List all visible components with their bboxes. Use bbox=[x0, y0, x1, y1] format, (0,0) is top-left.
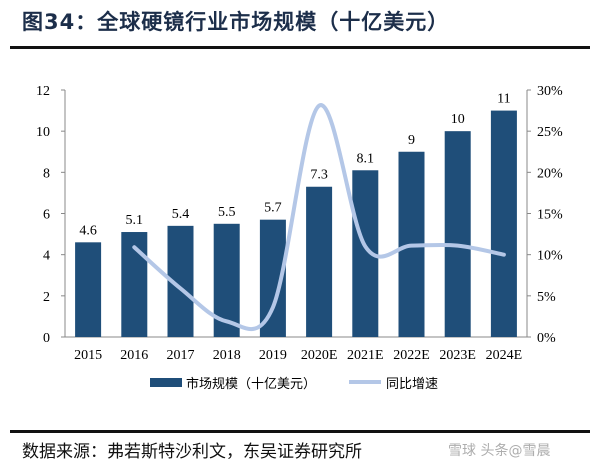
left-tick-label: 10 bbox=[36, 125, 50, 140]
bar-label: 7.3 bbox=[310, 168, 328, 183]
left-tick-label: 8 bbox=[43, 166, 50, 181]
growth-line bbox=[132, 103, 506, 332]
bar-label: 5.5 bbox=[218, 205, 236, 220]
x-tick-label: 2021E bbox=[347, 348, 384, 363]
bar-2023E bbox=[444, 131, 471, 337]
x-tick-label: 2015 bbox=[74, 348, 102, 363]
top-rule bbox=[10, 46, 590, 49]
right-tick-label: 10% bbox=[537, 249, 563, 264]
bar-2020E bbox=[306, 186, 333, 337]
source-note: 数据来源：弗若斯特沙利文，东吴证券研究所 bbox=[22, 442, 362, 462]
left-tick-label: 12 bbox=[36, 84, 50, 99]
bar-label: 11 bbox=[497, 92, 510, 107]
chart: 0 2 4 6 8 10 12 0% 5% 10% 15% 20% 25% 30% 4.6 2015 5.1 20… bbox=[36, 84, 563, 391]
bar-label: 10 bbox=[451, 112, 465, 127]
bar-label: 9 bbox=[408, 133, 415, 148]
legend-bar-swatch bbox=[150, 378, 182, 387]
right-tick-label: 30% bbox=[537, 84, 563, 99]
left-tick-label: 0 bbox=[43, 331, 50, 346]
bar-2015 bbox=[75, 242, 102, 337]
right-tick-label: 20% bbox=[537, 166, 563, 181]
right-tick-label: 5% bbox=[537, 290, 556, 305]
x-tick-label: 2024E bbox=[486, 348, 523, 363]
right-tick-label: 0% bbox=[537, 331, 556, 346]
bar-label: 5.7 bbox=[264, 201, 282, 216]
left-tick-label: 2 bbox=[43, 290, 50, 305]
left-tick-label: 4 bbox=[43, 249, 50, 264]
bottom-rule bbox=[10, 430, 590, 433]
right-tick-label: 15% bbox=[537, 208, 563, 223]
x-tick-label: 2019 bbox=[259, 348, 287, 363]
legend-line-label: 同比增速 bbox=[386, 376, 438, 391]
bar-2024E bbox=[490, 110, 517, 337]
x-tick-label: 2023E bbox=[439, 348, 476, 363]
watermark: 雪球 头条@雪晨 bbox=[448, 443, 551, 459]
bar-label: 5.1 bbox=[126, 213, 144, 228]
chart-title: 图34：全球硬镜行业市场规模（十亿美元） bbox=[22, 10, 450, 34]
right-tick-label: 25% bbox=[537, 125, 563, 140]
x-tick-label: 2020E bbox=[301, 348, 338, 363]
x-tick-label: 2022E bbox=[393, 348, 430, 363]
left-tick-label: 6 bbox=[43, 208, 50, 223]
bar-label: 4.6 bbox=[79, 223, 97, 238]
bar-label: 8.1 bbox=[357, 151, 375, 166]
x-tick-label: 2018 bbox=[213, 348, 241, 363]
x-tick-label: 2017 bbox=[167, 348, 195, 363]
x-tick-label: 2016 bbox=[120, 348, 148, 363]
bar-label: 5.4 bbox=[172, 207, 190, 222]
legend-bar-label: 市场规模（十亿美元） bbox=[186, 376, 316, 391]
